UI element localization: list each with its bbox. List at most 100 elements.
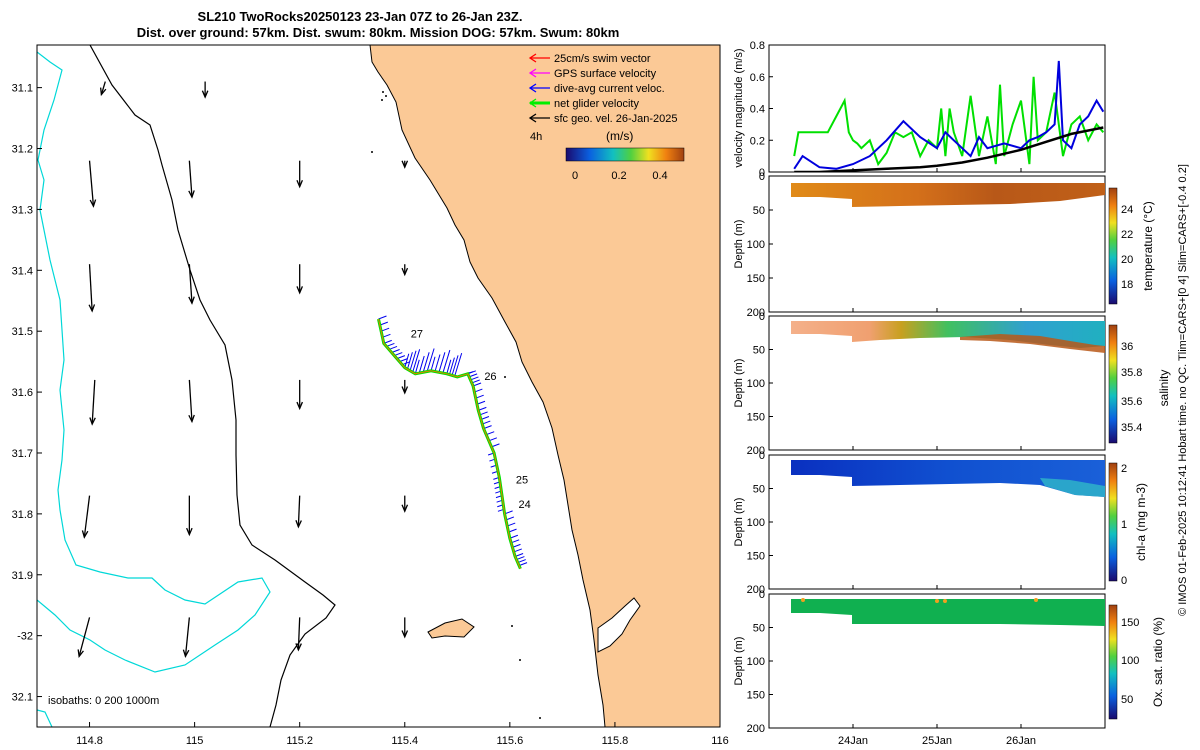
isobath-shallow bbox=[37, 51, 271, 673]
map-y-tick-label: 31.2 bbox=[12, 144, 33, 156]
geo-vector-arrow bbox=[401, 160, 409, 169]
time-tick-label: 26Jan bbox=[1006, 735, 1036, 747]
time-tick-label: 24Jan bbox=[838, 735, 868, 747]
geo-vector-arrow bbox=[295, 495, 302, 529]
oxygen-cb-tick-150: 150 bbox=[1121, 617, 1139, 629]
temperature-cb-tick-20: 20 bbox=[1121, 254, 1133, 266]
geo-vector-arrow bbox=[88, 160, 97, 208]
velocity-series-2 bbox=[794, 126, 1104, 172]
map-colorbar-label: (m/s) bbox=[606, 129, 633, 143]
map-y-tick-label: 32.1 bbox=[12, 692, 33, 704]
geo-vector-head bbox=[295, 643, 302, 652]
oxygen-data-band bbox=[791, 599, 1105, 626]
geo-vector-arrow bbox=[296, 160, 304, 189]
current-vector bbox=[438, 352, 446, 373]
isobath-1000m bbox=[89, 45, 336, 727]
geo-vector-arrow bbox=[296, 379, 304, 411]
depth-tick-label: 0 bbox=[759, 311, 765, 323]
geo-vector-head bbox=[295, 520, 302, 529]
geo-vector-arrow bbox=[182, 617, 191, 659]
chla-cb-tick-0: 0 bbox=[1121, 575, 1127, 587]
geo-vector-arrow bbox=[401, 617, 409, 639]
title-line-1: SL210 TwoRocks20250123 23-Jan 07Z to 26-… bbox=[198, 9, 523, 24]
geo-vector-head bbox=[89, 417, 96, 426]
geo-vector-shaft bbox=[184, 617, 191, 657]
geo-vector-shaft bbox=[297, 495, 301, 527]
depth-axis-label: Depth (m) bbox=[733, 498, 745, 547]
velocity-y-tick-label: 0.4 bbox=[750, 104, 765, 116]
geo-vector-shaft bbox=[297, 617, 301, 650]
depth-tick-label: 150 bbox=[747, 273, 765, 285]
geo-vector-head bbox=[88, 304, 96, 313]
geo-vector-arrow bbox=[186, 495, 193, 537]
legend-label: net glider velocity bbox=[554, 98, 639, 110]
geo-vector-shaft bbox=[88, 264, 93, 312]
geo-vector-head bbox=[188, 296, 195, 305]
depth-tick-label: 200 bbox=[747, 723, 765, 735]
geo-vector-head bbox=[188, 414, 195, 424]
map-y-tick-label: 31.9 bbox=[12, 570, 33, 582]
current-vector bbox=[409, 350, 417, 371]
geo-vector-head bbox=[182, 649, 190, 659]
geo-vector-shaft bbox=[188, 264, 193, 304]
geo-vector-head bbox=[77, 649, 84, 659]
chla-panel: 2 1 0 chl-a (mg m-3) bbox=[768, 454, 1148, 590]
geo-vector-arrow bbox=[188, 264, 195, 305]
velocity-panel: 0 0.2 0.4 0.6 0.8 velocity magnitude (m/s) bbox=[733, 40, 1106, 179]
geo-vector-arrow bbox=[295, 617, 302, 652]
map-colorbar bbox=[565, 147, 685, 162]
current-vector bbox=[418, 355, 425, 374]
temperature-cb-tick-18: 18 bbox=[1121, 279, 1133, 291]
land-mass bbox=[369, 45, 720, 727]
day-labels: 27 26 25 24 bbox=[411, 328, 531, 511]
salinity-cb-tick-35-8: 35.8 bbox=[1121, 367, 1142, 379]
map-y-tick-label: 31.7 bbox=[12, 448, 33, 460]
geo-vector-arrow bbox=[88, 264, 96, 313]
oxygen-cb-tick-50: 50 bbox=[1121, 694, 1133, 706]
depth-tick-label: 150 bbox=[747, 412, 765, 424]
current-vector bbox=[454, 352, 463, 377]
temperature-colorbar bbox=[1108, 187, 1118, 305]
geo-vector-arrow bbox=[89, 379, 96, 426]
geo-vector-arrow bbox=[296, 264, 304, 295]
velocity-ylabel: velocity magnitude (m/s) bbox=[733, 48, 745, 167]
velocity-y-tick-label: 0.2 bbox=[750, 135, 765, 147]
credit-text: © IMOS 01-Feb-2025 10:12:41 Hobart time.… bbox=[1177, 164, 1189, 616]
time-axis: 24Jan 25Jan 26Jan bbox=[838, 168, 1036, 747]
map-x-tick-label: 114.8 bbox=[76, 735, 103, 747]
coast-rocks bbox=[371, 91, 541, 719]
map-x-tick-label: 115 bbox=[186, 735, 204, 747]
chla-data-band bbox=[791, 460, 1105, 497]
temperature-panel: 24 22 20 18 temperature (°C) bbox=[768, 175, 1155, 313]
geo-vector-head bbox=[401, 267, 409, 277]
glider-track-core bbox=[378, 318, 521, 569]
map-y-tick-label: 31.5 bbox=[12, 326, 33, 338]
current-vector bbox=[442, 349, 451, 374]
map-y-tick-label: 31.6 bbox=[12, 387, 33, 399]
geo-vector-head bbox=[89, 199, 97, 208]
day-label-25: 25 bbox=[516, 474, 528, 486]
velocity-series-0 bbox=[793, 76, 1105, 167]
geo-vector-arrow bbox=[401, 379, 409, 395]
geo-vector-head bbox=[186, 527, 193, 537]
oxygen-panel: 150 100 50 Ox. sat. ratio (%) bbox=[768, 593, 1165, 729]
salinity-colorbar bbox=[1108, 324, 1118, 444]
legend-arrowhead bbox=[528, 83, 537, 93]
depth-axes: 0 50 100 150 200 Depth (m) 0 50 100 150 200 Depth (… bbox=[733, 171, 773, 735]
current-vector bbox=[406, 352, 413, 370]
salinity-cb-tick-35-6: 35.6 bbox=[1121, 396, 1142, 408]
chla-colorbar bbox=[1108, 462, 1118, 582]
current-vector bbox=[414, 359, 420, 374]
depth-tick-label: 50 bbox=[753, 484, 765, 496]
geo-vector-head bbox=[99, 87, 107, 97]
map-x-axis: 114.8 115 115.2 115.4 115.6 115.8 116 bbox=[76, 722, 729, 747]
depth-tick-label: 50 bbox=[753, 623, 765, 635]
velocity-series-1 bbox=[793, 60, 1105, 170]
geo-vector-shaft bbox=[91, 379, 96, 425]
chla-cb-label: chl-a (mg m-3) bbox=[1134, 483, 1148, 561]
geo-vector-shaft bbox=[88, 160, 95, 207]
geo-vector-arrow bbox=[99, 81, 107, 97]
velocity-y-tick-label: 0.8 bbox=[750, 40, 765, 52]
day-label-24: 24 bbox=[518, 499, 530, 511]
